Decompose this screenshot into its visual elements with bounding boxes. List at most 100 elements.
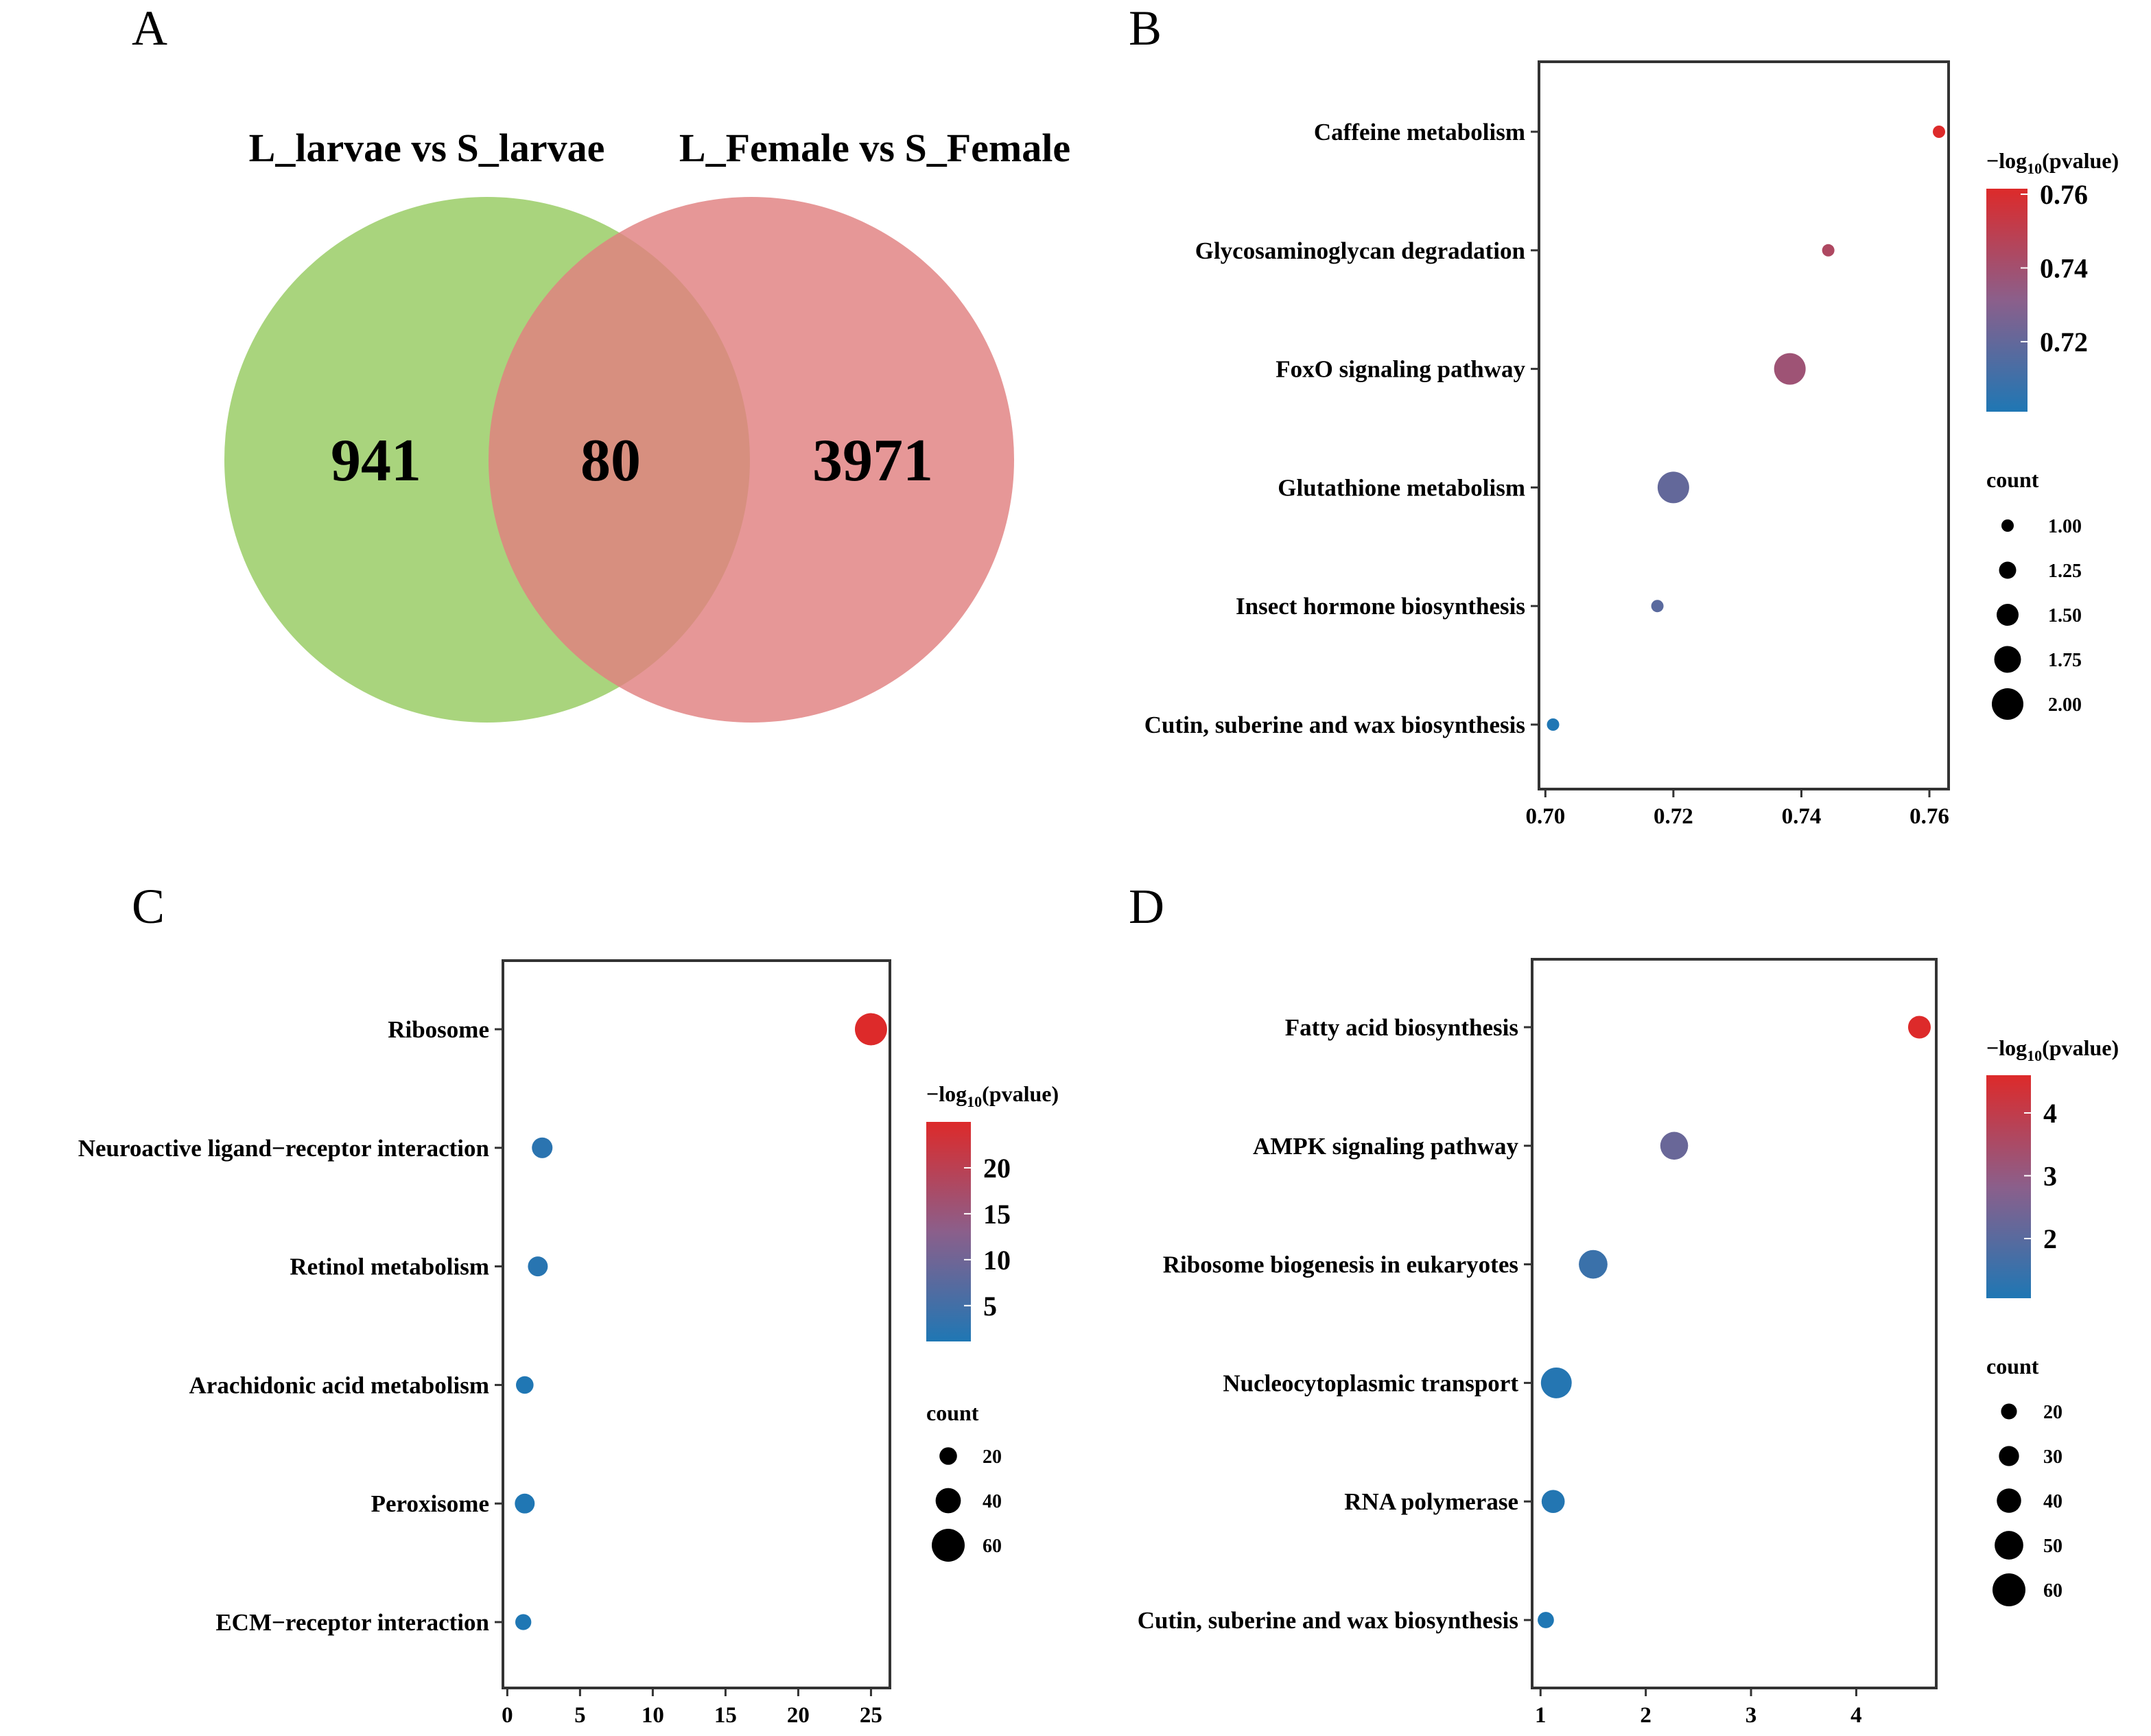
category-label: Cutin, suberine and wax biosynthesis	[1144, 712, 1525, 738]
category-label: FoxO signaling pathway	[1276, 356, 1525, 383]
data-point	[1774, 353, 1806, 385]
venn-overlap-count: 80	[580, 427, 641, 494]
size-legend-marker	[1997, 604, 2019, 626]
colorbar-tick-label: 15	[983, 1199, 1011, 1230]
category-label: Arachidonic acid metabolism	[189, 1372, 489, 1398]
category-label: Glycosaminoglycan degradation	[1195, 237, 1525, 264]
colorbar-tick-label: 20	[983, 1153, 1011, 1184]
size-legend-label: 60	[983, 1536, 1002, 1557]
colorbar-tick-label: 0.72	[2040, 327, 2088, 357]
colorbar	[926, 1122, 971, 1341]
size-legend-marker	[932, 1529, 965, 1562]
venn-set-left-title: L_larvae vs S_larvae	[249, 126, 605, 170]
size-legend-label: 40	[2043, 1491, 2062, 1512]
x-tick-label: 0.76	[1909, 804, 1949, 829]
data-point	[1657, 471, 1689, 504]
category-label: Glutathione metabolism	[1278, 474, 1525, 501]
colorbar-title: −log10(pvalue)	[1986, 1035, 2119, 1064]
size-legend-marker	[939, 1447, 957, 1465]
venn-set-right-title: L_Female vs S_Female	[679, 126, 1070, 170]
x-tick-label: 1	[1535, 1703, 1547, 1728]
data-point	[515, 1614, 532, 1630]
size-legend-marker	[1992, 688, 2023, 720]
data-point	[1907, 1016, 1931, 1039]
panel-c: C 0 5 10 15 20 25 Ribosome Neuroactive ligand−re…	[78, 879, 1059, 1728]
colorbar	[1986, 189, 2027, 412]
colorbar-tick-label: 0.74	[2040, 253, 2088, 283]
x-tick-label: 0.74	[1782, 804, 1822, 829]
data-point	[1538, 1612, 1554, 1628]
category-label: RNA polymerase	[1344, 1488, 1518, 1515]
colorbar-tick-label: 3	[2043, 1160, 2057, 1191]
x-tick-label: 10	[642, 1703, 664, 1728]
venn-right-only-count: 3971	[812, 427, 933, 494]
size-legend-marker	[1999, 1446, 2019, 1466]
size-legend-title: count	[1986, 467, 2039, 492]
category-label: Retinol metabolism	[290, 1254, 489, 1280]
colorbar	[1986, 1075, 2031, 1298]
category-label: Peroxisome	[371, 1490, 489, 1517]
x-tick-label: 4	[1850, 1703, 1862, 1728]
plot-frame	[1538, 60, 1950, 790]
category-label: Insect hormone biosynthesis	[1236, 593, 1525, 620]
size-legend-marker	[1997, 1488, 2021, 1513]
x-tick-label: 0	[502, 1703, 513, 1728]
panel-b: B 0.70 0.72 0.74 0.76 Caffeine metabolism Glyc…	[1129, 1, 2119, 829]
colorbar-tick-label: 5	[983, 1291, 997, 1322]
data-point	[1541, 1490, 1565, 1514]
data-point	[1660, 1131, 1689, 1160]
category-label: Ribosome biogenesis in eukaryotes	[1163, 1252, 1518, 1278]
data-point	[516, 1376, 534, 1394]
category-label: Nucleocytoplasmic transport	[1223, 1370, 1518, 1396]
colorbar-tick-label: 10	[983, 1245, 1011, 1276]
size-legend-label: 50	[2043, 1536, 2062, 1557]
panel-d: D 1 2 3 4 Fatty acid biosynthesis AMPK signali…	[1129, 879, 2119, 1728]
colorbar-tick-label: 4	[2043, 1098, 2057, 1129]
size-legend-label: 1.50	[2048, 605, 2082, 626]
size-legend-marker	[2001, 519, 2014, 532]
x-tick-label: 15	[714, 1703, 737, 1728]
data-point	[515, 1493, 535, 1514]
panel-letter-d: D	[1129, 879, 1164, 934]
category-label: Caffeine metabolism	[1314, 119, 1525, 145]
category-label: Cutin, suberine and wax biosynthesis	[1138, 1607, 1518, 1634]
colorbar-tick-label: 0.76	[2040, 179, 2088, 210]
size-legend-title: count	[1986, 1354, 2039, 1379]
data-point	[854, 1013, 887, 1046]
panel-letter-c: C	[132, 879, 165, 934]
data-point	[532, 1137, 553, 1158]
size-legend-label: 40	[983, 1491, 1002, 1512]
size-legend-label: 20	[983, 1446, 1002, 1468]
x-tick-label: 0.72	[1654, 804, 1693, 829]
size-legend-label: 20	[2043, 1402, 2062, 1423]
data-point	[1933, 126, 1946, 138]
size-legend-marker	[935, 1488, 961, 1514]
size-legend-marker	[1994, 646, 2021, 673]
size-legend-label: 2.00	[2048, 694, 2082, 716]
x-tick-label: 5	[574, 1703, 586, 1728]
panel-letter-a: A	[132, 1, 167, 56]
data-point	[1547, 718, 1560, 731]
size-legend-marker	[1993, 1573, 2025, 1606]
colorbar-tick-label: 2	[2043, 1223, 2057, 1254]
category-label: AMPK signaling pathway	[1253, 1133, 1518, 1160]
size-legend-label: 60	[2043, 1580, 2062, 1602]
size-legend-marker	[1999, 561, 2017, 579]
data-point	[1579, 1250, 1608, 1279]
plot-frame	[502, 959, 891, 1689]
size-legend-title: count	[926, 1400, 979, 1425]
size-legend-marker	[1995, 1531, 2023, 1560]
venn-circle-right	[489, 197, 1014, 723]
category-label: Ribosome	[388, 1016, 489, 1043]
venn-left-only-count: 941	[331, 427, 421, 494]
plot-frame	[1531, 958, 1938, 1689]
size-legend-label: 1.75	[2048, 650, 2082, 671]
category-label: ECM−receptor interaction	[215, 1609, 489, 1636]
size-legend-marker	[2001, 1403, 2017, 1420]
panel-letter-b: B	[1129, 1, 1162, 56]
x-tick-label: 20	[787, 1703, 810, 1728]
colorbar-title: −log10(pvalue)	[1986, 148, 2119, 177]
category-label: Neuroactive ligand−receptor interaction	[78, 1135, 489, 1162]
x-tick-label: 2	[1640, 1703, 1652, 1728]
